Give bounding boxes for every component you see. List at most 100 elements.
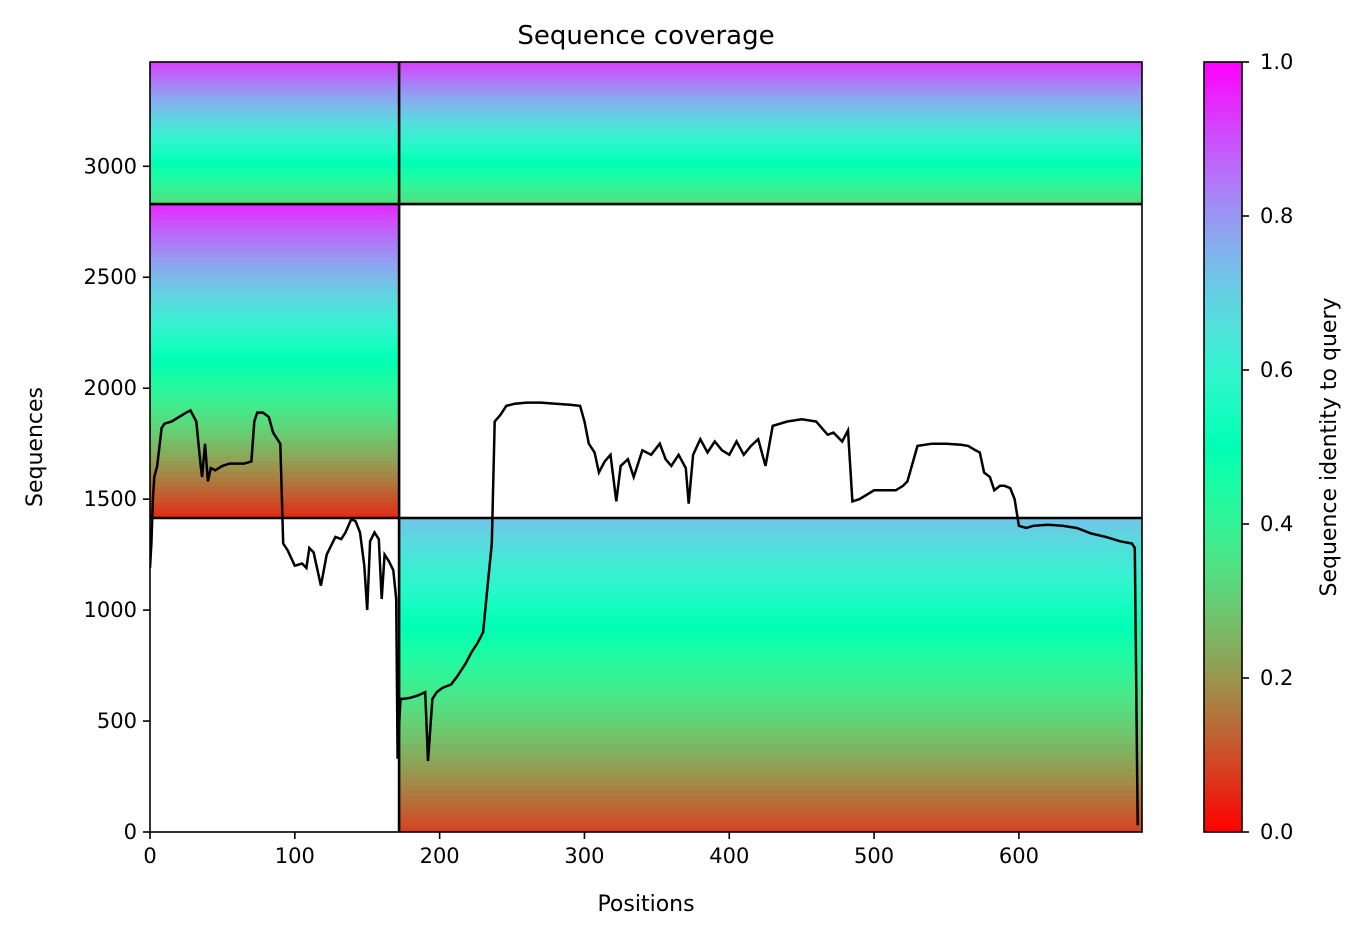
heatmap-band xyxy=(150,69,1142,73)
x-tick-label: 300 xyxy=(564,844,604,868)
coverage-line xyxy=(150,401,1139,826)
coverage-heatmap xyxy=(150,62,1142,832)
heatmap-band xyxy=(150,182,1142,186)
y-tick-label: 3000 xyxy=(84,154,137,178)
heatmap-band xyxy=(150,455,400,462)
heatmap-band xyxy=(150,392,400,399)
heatmap-band xyxy=(399,758,1142,765)
heatmap-band xyxy=(150,408,400,414)
heatmap-band xyxy=(399,805,1142,812)
heatmap-band xyxy=(150,230,400,237)
heatmap-band xyxy=(150,507,400,514)
heatmap-band xyxy=(150,256,400,263)
heatmap-band xyxy=(399,575,1142,582)
heatmap-band xyxy=(150,135,1142,139)
heatmap-band xyxy=(399,591,1142,598)
x-axis-label: Positions xyxy=(597,892,694,917)
heatmap-band xyxy=(150,149,1142,153)
y-tick-label: 1000 xyxy=(84,598,137,622)
heatmap-band xyxy=(399,570,1142,577)
heatmap-band xyxy=(399,743,1142,749)
heatmap-band xyxy=(150,175,1142,179)
heatmap-band xyxy=(150,92,1142,96)
heatmap-band xyxy=(150,192,1142,196)
heatmap-band xyxy=(150,66,1142,70)
heatmap-band xyxy=(150,219,400,226)
heatmap-band xyxy=(150,185,1142,189)
heatmap-band xyxy=(150,245,400,252)
heatmap-band xyxy=(150,340,400,346)
heatmap-band xyxy=(399,811,1142,817)
heatmap-band xyxy=(150,95,1142,99)
heatmap-band xyxy=(150,423,400,430)
heatmap-band xyxy=(150,486,400,493)
x-tick-label: 400 xyxy=(709,844,749,868)
heatmap-band xyxy=(150,114,1142,118)
heatmap-band xyxy=(399,706,1142,713)
heatmap-band xyxy=(150,476,400,482)
heatmap-band xyxy=(150,137,1142,141)
heatmap-band xyxy=(150,470,400,477)
x-tick-label: 600 xyxy=(999,844,1039,868)
x-tick-label: 100 xyxy=(275,844,315,868)
heatmap-band xyxy=(150,154,1142,158)
heatmap-band xyxy=(150,199,1142,203)
heatmap-band xyxy=(150,196,1142,200)
heatmap-band xyxy=(150,329,400,336)
heatmap-band xyxy=(150,163,1142,167)
y-tick-label: 2000 xyxy=(84,376,137,400)
heatmap-band xyxy=(150,166,1142,170)
heatmap-band xyxy=(399,816,1142,823)
heatmap-band xyxy=(150,366,400,373)
chart-title: Sequence coverage xyxy=(517,21,774,51)
heatmap-band xyxy=(150,83,1142,87)
x-tick-label: 0 xyxy=(143,844,156,868)
heatmap-band xyxy=(399,722,1142,728)
heatmap-band xyxy=(150,88,1142,92)
heatmap-band xyxy=(150,71,1142,75)
heatmap-band xyxy=(150,434,400,441)
heatmap-band xyxy=(399,769,1142,776)
heatmap-band xyxy=(150,303,400,310)
heatmap-band xyxy=(399,664,1142,671)
heatmap-band xyxy=(399,763,1142,770)
y-tick-label: 2500 xyxy=(84,265,137,289)
heatmap-band xyxy=(150,121,1142,125)
heatmap-band xyxy=(150,345,400,352)
heatmap-band xyxy=(399,753,1142,760)
heatmap-band xyxy=(150,350,400,357)
heatmap-band xyxy=(399,675,1142,681)
heatmap-band xyxy=(399,538,1142,545)
heatmap-band xyxy=(399,795,1142,802)
heatmap-band xyxy=(150,361,400,367)
heatmap-band xyxy=(150,491,400,498)
heatmap-band xyxy=(150,189,1142,193)
heatmap-band xyxy=(399,633,1142,639)
heatmap-band xyxy=(150,187,1142,191)
heatmap-band xyxy=(150,444,400,451)
heatmap-band xyxy=(399,648,1142,655)
colorbar-tick-label: 1.0 xyxy=(1260,50,1293,74)
heatmap-band xyxy=(399,685,1142,692)
heatmap-band xyxy=(150,277,400,284)
heatmap-band xyxy=(150,481,400,488)
heatmap-band xyxy=(150,497,400,503)
heatmap-band xyxy=(399,779,1142,786)
heatmap-band xyxy=(399,559,1142,566)
x-tick-label: 500 xyxy=(854,844,894,868)
colorbar-tick-label: 0.2 xyxy=(1260,666,1293,690)
heatmap-band xyxy=(150,109,1142,113)
heatmap-band xyxy=(399,565,1142,571)
heatmap-band xyxy=(399,790,1142,796)
y-tick-label: 0 xyxy=(124,820,137,844)
heatmap-band xyxy=(150,180,1142,184)
heatmap-band xyxy=(150,144,1142,148)
heatmap-band xyxy=(399,601,1142,608)
heatmap-band xyxy=(150,104,1142,108)
heatmap-band xyxy=(399,654,1142,660)
heatmap-band xyxy=(150,123,1142,127)
heatmap-band xyxy=(150,266,400,273)
heatmap-band xyxy=(150,73,1142,77)
heatmap-band xyxy=(150,292,400,299)
heatmap-band xyxy=(150,106,1142,110)
